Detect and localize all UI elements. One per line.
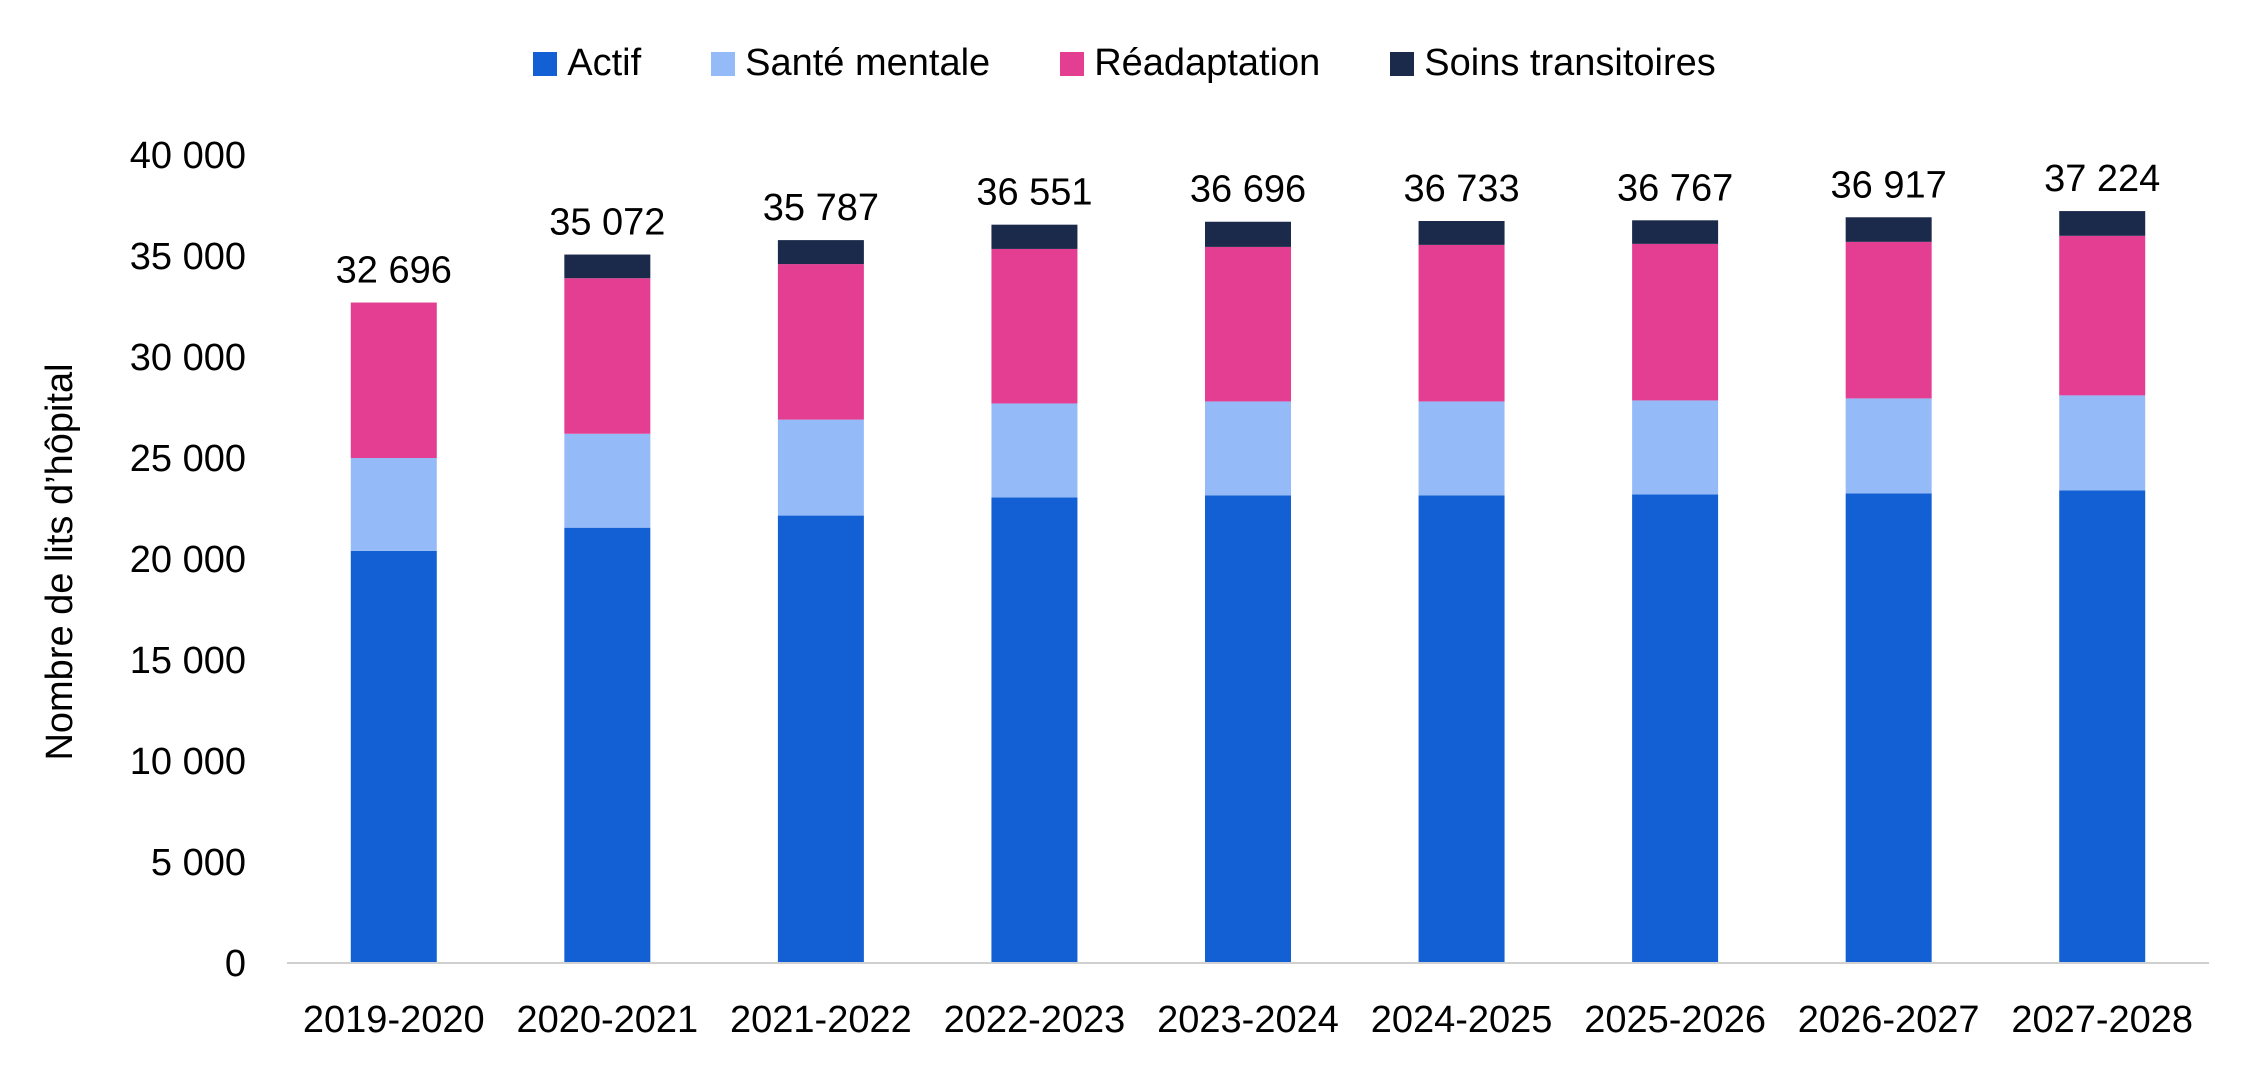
bar-segment-sante-mentale (350, 458, 437, 551)
bar-segment-actif (1418, 495, 1505, 963)
x-tick-label: 2023-2024 (1157, 999, 1339, 1041)
y-tick-label: 5 000 (151, 842, 246, 884)
x-tick-label: 2027-2028 (2011, 999, 2193, 1041)
bar-segment-readaptation (564, 278, 651, 434)
bar-segment-sante-mentale (777, 419, 864, 516)
bar-segment-soins-transitoires (2059, 211, 2146, 236)
bar-segment-actif (564, 527, 651, 963)
bar-segment-actif (777, 515, 864, 963)
legend-label-sante-mentale: Santé mentale (745, 42, 991, 84)
legend-item-readaptation: Réadaptation (1060, 42, 1320, 85)
y-tick-label: 25 000 (130, 438, 246, 480)
legend: Actif Santé mentale Réadaptation Soins t… (0, 42, 2249, 85)
legend-swatch-readaptation (1060, 51, 1085, 76)
data-label-total: 35 787 (763, 187, 879, 229)
bar-segment-soins-transitoires (1845, 217, 1932, 242)
legend-item-sante-mentale: Santé mentale (711, 42, 990, 85)
bar-segment-sante-mentale (1845, 398, 1932, 494)
bar-segment-readaptation (2059, 235, 2146, 396)
x-tick-label: 2024-2025 (1371, 999, 1553, 1041)
bar-segment-sante-mentale (1418, 401, 1505, 496)
bar-segment-sante-mentale (991, 403, 1078, 498)
bar-segment-readaptation (777, 264, 864, 420)
y-tick-label: 0 (225, 943, 246, 985)
data-label-total: 36 733 (1403, 168, 1519, 210)
legend-item-soins-transitoires: Soins transitoires (1390, 42, 1716, 85)
bar-segment-actif (991, 497, 1078, 963)
data-label-total: 36 551 (976, 172, 1092, 214)
x-tick-label: 2025-2026 (1584, 999, 1766, 1041)
bar-segment-sante-mentale (1632, 400, 1719, 495)
legend-swatch-sante-mentale (711, 51, 736, 76)
bar-segment-actif (1632, 494, 1719, 963)
bar-segment-actif (1205, 495, 1291, 963)
y-tick-label: 35 000 (130, 236, 246, 278)
y-tick-label: 20 000 (130, 539, 246, 581)
legend-item-actif: Actif (533, 42, 641, 85)
legend-swatch-soins-transitoires (1390, 51, 1415, 76)
y-axis-title: Nombre de lits d’hôpital (39, 363, 81, 760)
y-tick-label: 30 000 (130, 337, 246, 379)
legend-swatch-actif (533, 51, 558, 76)
data-label-total: 36 917 (1831, 164, 1947, 206)
legend-label-readaptation: Réadaptation (1094, 42, 1321, 84)
x-tick-label: 2022-2023 (944, 999, 1126, 1041)
x-tick-label: 2019-2020 (303, 999, 485, 1041)
bar-segment-sante-mentale (1205, 401, 1291, 496)
bar-segment-actif (350, 550, 437, 963)
x-tick-label: 2026-2027 (1798, 999, 1980, 1041)
y-tick-label: 15 000 (130, 640, 246, 682)
legend-label-soins-transitoires: Soins transitoires (1424, 42, 1716, 84)
data-label-total: 32 696 (336, 250, 452, 292)
data-label-total: 37 224 (2044, 158, 2160, 200)
bar-segment-readaptation (350, 302, 437, 458)
bar-segment-actif (2059, 490, 2146, 963)
y-tick-label: 10 000 (130, 741, 246, 783)
bar-segment-actif (1845, 493, 1932, 963)
bar-segment-readaptation (1632, 243, 1719, 401)
bar-segment-soins-transitoires (564, 254, 651, 279)
bar-segment-soins-transitoires (1418, 220, 1505, 245)
x-tick-label: 2021-2022 (730, 999, 912, 1041)
bar-segment-readaptation (1205, 246, 1291, 402)
bar-segment-soins-transitoires (1205, 221, 1291, 247)
y-tick-label: 40 000 (130, 135, 246, 177)
bar-segment-sante-mentale (2059, 395, 2146, 491)
bar-segment-readaptation (991, 248, 1078, 404)
data-label-total: 36 696 (1190, 169, 1306, 211)
bar-segment-sante-mentale (564, 433, 651, 528)
legend-label-actif: Actif (567, 42, 642, 84)
bar-segment-soins-transitoires (777, 240, 864, 265)
data-label-total: 35 072 (549, 202, 665, 244)
bar-segment-soins-transitoires (991, 224, 1078, 249)
bar-segment-readaptation (1418, 244, 1505, 402)
bar-segment-readaptation (1845, 241, 1932, 399)
x-tick-label: 2020-2021 (516, 999, 698, 1041)
data-label-total: 36 767 (1617, 167, 1733, 209)
bar-segment-soins-transitoires (1632, 220, 1719, 244)
